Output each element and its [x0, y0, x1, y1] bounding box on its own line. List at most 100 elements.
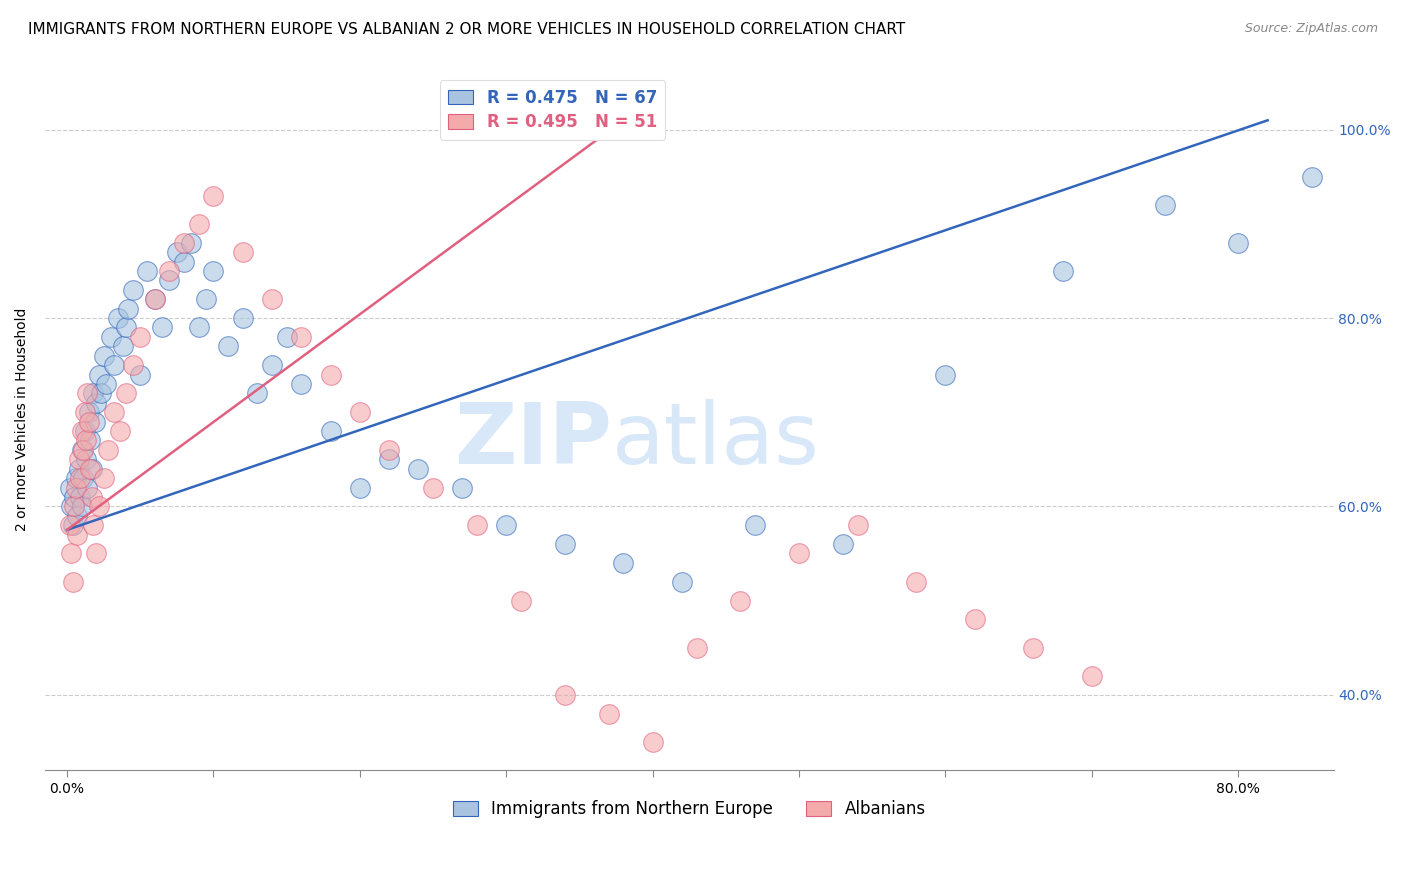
Point: [84, 546, 107, 560]
Point: [217, 339, 239, 353]
Point: [108, 424, 131, 438]
Point: [319, 424, 342, 438]
Point: [685, 640, 707, 655]
Point: [671, 574, 693, 589]
Point: [96, 376, 118, 391]
Point: [67, 461, 90, 475]
Y-axis label: 2 or more Vehicles in Household: 2 or more Vehicles in Household: [15, 308, 30, 531]
Point: [202, 264, 225, 278]
Point: [60, 500, 83, 514]
Point: [72, 471, 94, 485]
Text: IMMIGRANTS FROM NORTHERN EUROPE VS ALBANIAN 2 OR MORE VEHICLES IN HOUSEHOLD CORR: IMMIGRANTS FROM NORTHERN EUROPE VS ALBAN…: [28, 22, 905, 37]
Point: [67, 452, 90, 467]
Point: [1154, 198, 1177, 212]
Point: [246, 386, 269, 401]
Point: [290, 376, 312, 391]
Point: [77, 405, 100, 419]
Point: [117, 301, 139, 316]
Point: [63, 490, 86, 504]
Point: [79, 434, 101, 448]
Point: [349, 405, 371, 419]
Point: [290, 330, 312, 344]
Point: [349, 481, 371, 495]
Point: [232, 311, 254, 326]
Point: [76, 386, 98, 401]
Point: [103, 358, 125, 372]
Point: [612, 556, 634, 570]
Point: [1301, 169, 1323, 184]
Point: [159, 273, 181, 287]
Point: [1374, 122, 1396, 136]
Point: [66, 527, 89, 541]
Point: [66, 508, 89, 523]
Point: [495, 518, 517, 533]
Point: [129, 368, 152, 382]
Point: [76, 481, 98, 495]
Point: [80, 461, 103, 475]
Point: [103, 405, 125, 419]
Point: [114, 320, 136, 334]
Point: [75, 452, 97, 467]
Point: [111, 339, 134, 353]
Point: [121, 283, 143, 297]
Point: [378, 442, 401, 457]
Point: [1227, 235, 1250, 250]
Point: [159, 264, 181, 278]
Point: [100, 330, 122, 344]
Point: [80, 490, 103, 504]
Point: [59, 518, 82, 533]
Point: [60, 546, 83, 560]
Point: [65, 471, 87, 485]
Point: [72, 442, 94, 457]
Point: [846, 518, 869, 533]
Point: [319, 368, 342, 382]
Legend: Immigrants from Northern Europe, Albanians: Immigrants from Northern Europe, Albania…: [446, 794, 932, 825]
Point: [73, 405, 96, 419]
Point: [554, 688, 576, 702]
Point: [905, 574, 928, 589]
Point: [509, 593, 531, 607]
Point: [195, 292, 218, 306]
Text: atlas: atlas: [612, 399, 820, 482]
Point: [422, 481, 444, 495]
Point: [408, 461, 430, 475]
Point: [82, 386, 104, 401]
Point: [150, 320, 173, 334]
Point: [59, 481, 82, 495]
Point: [89, 500, 111, 514]
Point: [832, 537, 855, 551]
Point: [744, 518, 766, 533]
Point: [187, 320, 209, 334]
Point: [62, 518, 84, 533]
Point: [173, 235, 195, 250]
Point: [232, 245, 254, 260]
Point: [84, 396, 107, 410]
Point: [65, 481, 87, 495]
Point: [93, 471, 115, 485]
Text: Source: ZipAtlas.com: Source: ZipAtlas.com: [1244, 22, 1378, 36]
Point: [1022, 640, 1045, 655]
Point: [75, 434, 97, 448]
Point: [83, 415, 105, 429]
Point: [69, 471, 91, 485]
Point: [129, 330, 152, 344]
Point: [73, 424, 96, 438]
Point: [378, 452, 401, 467]
Point: [90, 386, 112, 401]
Point: [787, 546, 810, 560]
Point: [70, 442, 93, 457]
Point: [934, 368, 956, 382]
Point: [89, 368, 111, 382]
Point: [1081, 669, 1104, 683]
Point: [114, 386, 136, 401]
Point: [260, 358, 283, 372]
Point: [187, 217, 209, 231]
Point: [136, 264, 159, 278]
Point: [451, 481, 474, 495]
Point: [166, 245, 188, 260]
Point: [260, 292, 283, 306]
Point: [143, 292, 166, 306]
Point: [963, 612, 986, 626]
Point: [1052, 264, 1074, 278]
Point: [69, 490, 91, 504]
